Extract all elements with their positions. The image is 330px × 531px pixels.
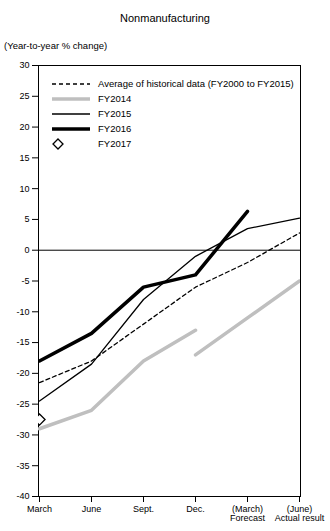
svg-text:-25: -25 — [16, 399, 29, 409]
svg-text:March: March — [27, 504, 52, 514]
svg-text:-5: -5 — [21, 276, 29, 286]
svg-text:-40: -40 — [16, 491, 29, 501]
svg-text:10: 10 — [19, 184, 29, 194]
html-text:(Year-to-year % change): (Year-to-year % change) — [4, 40, 108, 51]
svg-text:5: 5 — [24, 214, 29, 224]
svg-text:-15: -15 — [16, 337, 29, 347]
svg-text:(March)Forecast: (March)Forecast — [230, 504, 266, 523]
svg-text:-30: -30 — [16, 430, 29, 440]
svg-text:-10: -10 — [16, 307, 29, 317]
html-text:Nonmanufacturing: Nonmanufacturing — [120, 12, 210, 24]
svg-text:June: June — [82, 504, 102, 514]
svg-text:30: 30 — [19, 60, 29, 70]
html-text:FY2017: FY2017 — [98, 138, 132, 149]
svg-text:0: 0 — [24, 245, 29, 255]
html-text:Average of historical data (FY: Average of historical data (FY2000 to FY… — [98, 78, 294, 89]
svg-text:15: 15 — [19, 153, 29, 163]
html-text:FY2014: FY2014 — [98, 93, 132, 104]
html-text:FY2016: FY2016 — [98, 123, 132, 134]
svg-text:-20: -20 — [16, 368, 29, 378]
svg-text:Dec.: Dec. — [186, 504, 205, 514]
html-text:FY2015: FY2015 — [98, 108, 132, 119]
svg-text:20: 20 — [19, 122, 29, 132]
svg-text:-35: -35 — [16, 461, 29, 471]
svg-text:Sept.: Sept. — [133, 504, 154, 514]
svg-text:25: 25 — [19, 91, 29, 101]
svg-text:(June)Actual result: (June)Actual result — [275, 504, 325, 523]
